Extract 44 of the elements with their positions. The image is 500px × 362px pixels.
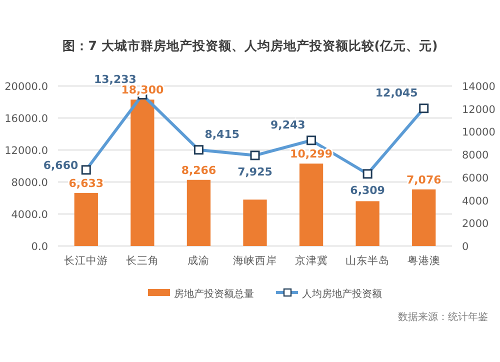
bar bbox=[299, 164, 324, 246]
bar bbox=[74, 192, 98, 246]
x-tick-label: 京津冀 bbox=[294, 254, 328, 267]
legend-label: 房地产投资额总量 bbox=[174, 288, 254, 300]
y-tick-label: 8000.0 bbox=[11, 177, 48, 189]
bar bbox=[243, 200, 267, 246]
chart-title: 图：7 大城市群房地产投资额、人均房地产投资额比较(亿元、元) bbox=[62, 38, 438, 53]
y2-tick-label: 10000 bbox=[462, 126, 496, 139]
y-tick-label: 16000.0 bbox=[4, 113, 48, 125]
legend-label: 人均房地产投资额 bbox=[302, 288, 382, 300]
y-tick-label: 0.0 bbox=[31, 241, 48, 253]
y2-tick-label: 6000 bbox=[462, 172, 489, 184]
data-label: 6,660 bbox=[43, 158, 78, 172]
data-label: 10,299 bbox=[290, 148, 333, 161]
data-label: 13,233 bbox=[94, 72, 136, 86]
x-tick-label: 长江中游 bbox=[64, 254, 108, 267]
source-note: 数据来源：统计年鉴 bbox=[398, 311, 488, 323]
bar bbox=[356, 201, 380, 246]
x-tick-label: 山东半岛 bbox=[346, 254, 390, 267]
bar bbox=[186, 180, 211, 246]
data-label: 12,045 bbox=[375, 86, 418, 100]
x-tick-label: 长三角 bbox=[126, 254, 159, 267]
y-tick-label: 20000.0 bbox=[4, 81, 48, 93]
y2-tick-label: 4000 bbox=[462, 195, 489, 208]
data-label: 6,633 bbox=[68, 176, 104, 190]
x-tick-label: 海峡西岸 bbox=[233, 254, 277, 267]
x-tick-label: 粤港澳 bbox=[407, 254, 440, 267]
y2-tick-label: 2000 bbox=[462, 218, 489, 230]
y-tick-label: 12000.0 bbox=[4, 145, 48, 157]
y-tick-label: 4000.0 bbox=[11, 209, 48, 221]
bar bbox=[130, 100, 154, 246]
data-label: 7,925 bbox=[238, 165, 272, 178]
data-label: 8,266 bbox=[181, 164, 216, 177]
data-label: 18,300 bbox=[121, 84, 164, 97]
y2-tick-label: 0 bbox=[462, 241, 469, 253]
data-label: 7,076 bbox=[406, 173, 442, 186]
data-label: 9,243 bbox=[270, 118, 306, 132]
data-label: 6,309 bbox=[350, 184, 385, 197]
data-label: 8,415 bbox=[204, 128, 240, 141]
y2-tick-label: 12000 bbox=[462, 104, 496, 116]
y2-tick-label: 14000 bbox=[462, 81, 496, 93]
x-tick-label: 成渝 bbox=[188, 254, 210, 267]
bar bbox=[412, 189, 436, 246]
y2-tick-label: 8000 bbox=[462, 150, 489, 162]
